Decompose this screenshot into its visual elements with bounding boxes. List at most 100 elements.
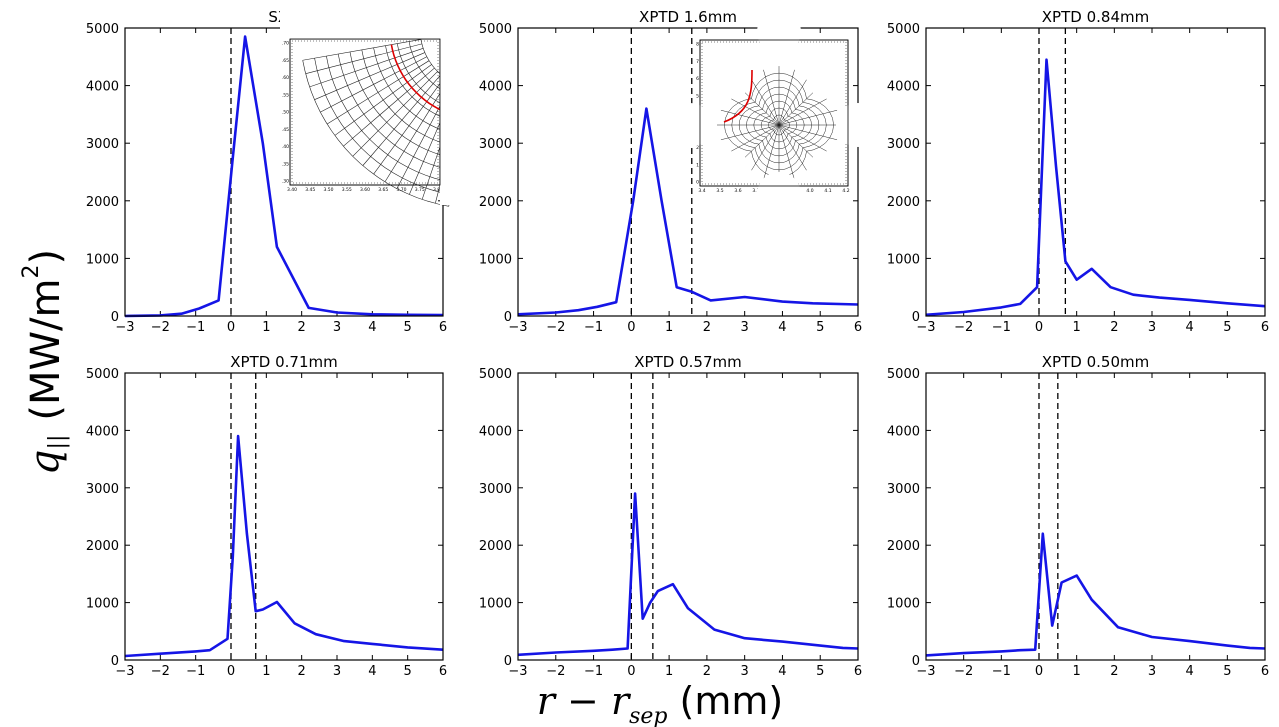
y-tick-label: 5000 [86, 367, 119, 382]
chart-panel-5: XPTD 0.57mm −3 −2 −1 0 1 2 3 4 5 6 0 1000 2000 3000 400… [479, 353, 862, 679]
inset-mesh-line [362, 74, 442, 166]
inset-mask [757, 10, 801, 54]
x-tick-label: 1 [262, 664, 270, 679]
y-tick-label: 3000 [86, 482, 119, 497]
panels-group: SXD−3−2−101234560100020003000400050003.4… [86, 8, 1269, 679]
inset-x-tick-label: 3.5 [716, 188, 723, 194]
inset-mask [668, 103, 712, 147]
y-tick-label: 2000 [86, 539, 119, 554]
y-tick-label: 4000 [86, 424, 119, 439]
inset-mesh-line [753, 100, 805, 150]
inset-x-tick-label: 4.1 [824, 188, 831, 194]
xlabel-units: (mm) [680, 679, 784, 723]
y-tick-label: 1000 [86, 597, 119, 612]
plot-frame [124, 372, 444, 661]
x-tick-label: −2 [546, 320, 565, 335]
x-tick-label: 2 [703, 664, 711, 679]
y-tick-label: 4000 [86, 80, 119, 95]
inset-y-tick-label: 8 [696, 42, 699, 48]
inset-mesh-line [326, 60, 430, 125]
chart-panel-4: XPTD 0.71mm −3 −2 −1 0 1 2 3 4 5 6 0 1000 2000 3000 400… [86, 353, 447, 679]
inset-x-tick-label: 3.7 [752, 188, 759, 194]
heat-flux-line [124, 434, 444, 658]
x-tick-label: −1 [992, 320, 1011, 335]
x-tick-label: 4 [368, 664, 376, 679]
x-tick-label: −2 [954, 320, 973, 335]
inset-frame [699, 39, 849, 187]
chart-title: XPTD 0.71mm [230, 353, 337, 371]
x-tick-label: 3 [1148, 320, 1156, 335]
inset-y-tick-label: 5 [696, 93, 699, 99]
inset-mesh-line [731, 79, 827, 171]
y-tick-label: 3000 [479, 482, 512, 497]
y-tick-label: 3000 [86, 137, 119, 152]
inset-x-tick-label: 3.65 [378, 187, 388, 193]
inset-x-tick-label: 3.45 [305, 187, 315, 193]
y-tick-label: 1000 [887, 597, 920, 612]
inset-y-tick-label: .45 [282, 127, 289, 133]
heat-flux-line [925, 532, 1266, 657]
y-tick-label: 5000 [479, 22, 512, 37]
inset-mask [440, 19, 500, 205]
x-tick-label: −3 [916, 320, 935, 335]
x-tick-label: 1 [1073, 664, 1081, 679]
x-tick-label: 5 [404, 320, 412, 335]
x-tick-label: 2 [298, 664, 306, 679]
inset-separatrix-curve [723, 69, 753, 123]
y-tick-label: 4000 [887, 80, 920, 95]
x-tick-label: 2 [703, 320, 711, 335]
inset-y-tick-label: 0 [696, 180, 699, 186]
x-tick-label: 1 [1073, 320, 1081, 335]
xlabel-math-sub: sep [629, 704, 667, 727]
x-tick-label: 1 [262, 320, 270, 335]
y-tick-label: 0 [912, 310, 920, 325]
y-tick-label: 4000 [887, 424, 920, 439]
x-tick-label: 4 [368, 320, 376, 335]
inset-x-tick-label: 3.70 [396, 187, 406, 193]
inset-mesh-line [760, 107, 798, 143]
inset-y-tick-label: 1 [696, 162, 699, 168]
x-tick-label: 6 [439, 664, 447, 679]
x-tick-label: −1 [584, 664, 603, 679]
ylabel-units-close: ) [23, 249, 69, 265]
x-tick-label: 3 [1148, 664, 1156, 679]
x-tick-label: −2 [151, 320, 170, 335]
x-tick-label: −1 [186, 664, 205, 679]
y-tick-label: 3000 [887, 137, 920, 152]
y-tick-label: 5000 [887, 367, 920, 382]
inset-y-tick-label: .60 [282, 75, 289, 81]
y-tick-label: 0 [504, 654, 512, 669]
heat-flux-line [517, 492, 859, 657]
inset-mask [757, 172, 801, 216]
x-tick-label: 5 [816, 320, 824, 335]
y-axis-label: q|| (MW/m2) [19, 249, 70, 475]
inset-x-tick-label: 3.60 [360, 187, 370, 193]
xlabel-math: r − r [537, 679, 632, 723]
inset-mesh-line [343, 67, 435, 147]
x-tick-label: 1 [665, 320, 673, 335]
y-tick-label: 4000 [479, 424, 512, 439]
inset-y-tick-label: .40 [282, 144, 289, 150]
x-tick-label: 2 [298, 320, 306, 335]
chart-panel-3: XPTD 0.84mm −3 −2 −1 0 1 2 3 4 5 6 0 1000 2000 3000 400… [887, 8, 1269, 335]
y-tick-label: 0 [111, 310, 119, 325]
x-tick-label: −1 [186, 320, 205, 335]
inset-x-tick-label: 3.75 [415, 187, 425, 193]
x-tick-label: −1 [584, 320, 603, 335]
inset-mesh-line [314, 52, 425, 100]
chart-panel-2: XPTD 1.6mm −3 −2 −1 0 1 2 3 4 5 6 0 1000 2000 3000 4000… [479, 8, 880, 335]
chart-title: XPTD 0.84mm [1042, 8, 1149, 26]
y-tick-label: 2000 [86, 195, 119, 210]
inset-x-tick-label: 3.40 [287, 187, 297, 193]
x-tick-label: 6 [439, 320, 447, 335]
inset-mask [836, 103, 880, 147]
inset-y-tick-label: 7 [696, 59, 699, 65]
x-tick-label: 0 [627, 664, 635, 679]
y-tick-label: 1000 [86, 252, 119, 267]
grid-inset: 3.43.53.63.73.83.94.04.14.2876543210 [668, 10, 880, 216]
x-tick-label: 4 [1186, 320, 1194, 335]
x-tick-label: −3 [508, 320, 527, 335]
inset-x-tick-label: 3.4 [698, 188, 705, 194]
y-tick-label: 2000 [887, 195, 920, 210]
inset-mesh-line [744, 124, 780, 158]
